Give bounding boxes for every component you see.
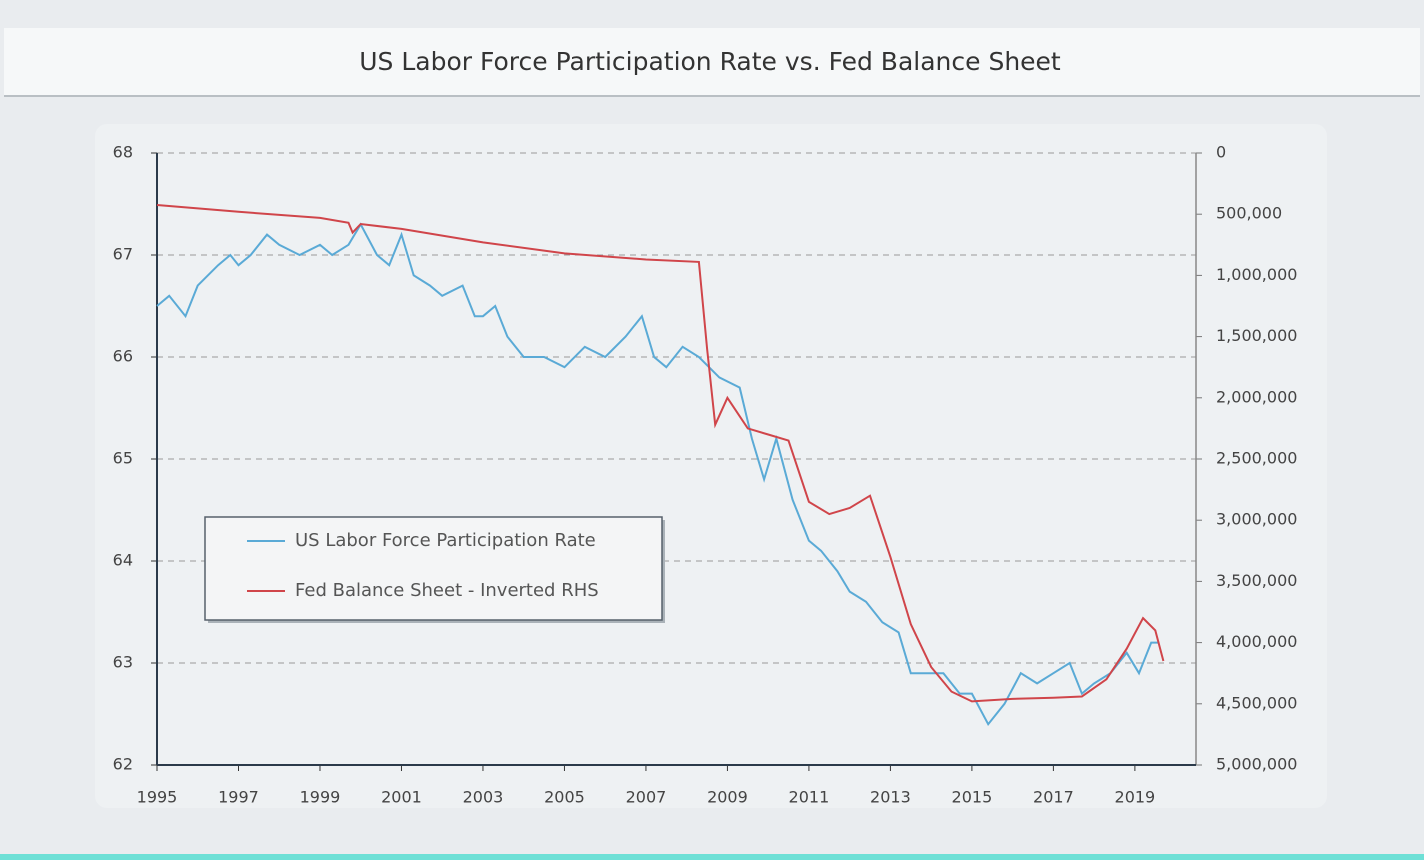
series-line: [156, 204, 1165, 703]
x-tick-label: 1999: [300, 788, 341, 807]
y-tick-label: 65: [113, 449, 133, 468]
y2-tick-label: 3,000,000: [1216, 510, 1297, 529]
y-tick-label: 62: [113, 755, 133, 774]
x-tick-label: 2013: [870, 788, 911, 807]
legend-label: Fed Balance Sheet - Inverted RHS: [295, 580, 599, 601]
y2-tick-label: 4,000,000: [1216, 632, 1297, 651]
y-tick-label: 68: [113, 143, 133, 162]
plot-card: [95, 124, 1327, 808]
y2-tick-label: 2,000,000: [1216, 387, 1297, 406]
series-line: [156, 222, 1160, 727]
y2-tick-label: 4,500,000: [1216, 693, 1297, 712]
x-tick-label: 2011: [789, 788, 830, 807]
legend: [204, 516, 663, 621]
y2-tick-label: 2,500,000: [1216, 449, 1297, 468]
y2-tick-label: 0: [1216, 143, 1226, 162]
y-tick-label: 67: [113, 245, 133, 264]
y2-tick-label: 5,000,000: [1216, 755, 1297, 774]
header: [4, 28, 1420, 96]
x-tick-label: 2007: [626, 788, 667, 807]
chart-title: US Labor Force Participation Rate vs. Fe…: [359, 47, 1061, 76]
y2-tick-label: 500,000: [1216, 204, 1282, 223]
bottom-strip: [0, 854, 1424, 860]
x-tick-label: 2017: [1033, 788, 1074, 807]
y-tick-label: 66: [113, 347, 133, 366]
y-tick-label: 63: [113, 653, 133, 672]
x-tick-label: 1997: [218, 788, 259, 807]
y2-tick-label: 3,500,000: [1216, 571, 1297, 590]
y-tick-label: 64: [113, 551, 133, 570]
x-tick-label: 1995: [137, 788, 178, 807]
legend-label: US Labor Force Participation Rate: [295, 530, 596, 551]
x-tick-label: 2001: [381, 788, 422, 807]
y2-tick-label: 1,000,000: [1216, 265, 1297, 284]
x-tick-label: 2015: [952, 788, 993, 807]
x-tick-label: 2003: [463, 788, 504, 807]
x-tick-label: 2005: [544, 788, 585, 807]
y2-tick-label: 1,500,000: [1216, 326, 1297, 345]
x-tick-label: 2019: [1115, 788, 1156, 807]
x-tick-label: 2009: [707, 788, 748, 807]
